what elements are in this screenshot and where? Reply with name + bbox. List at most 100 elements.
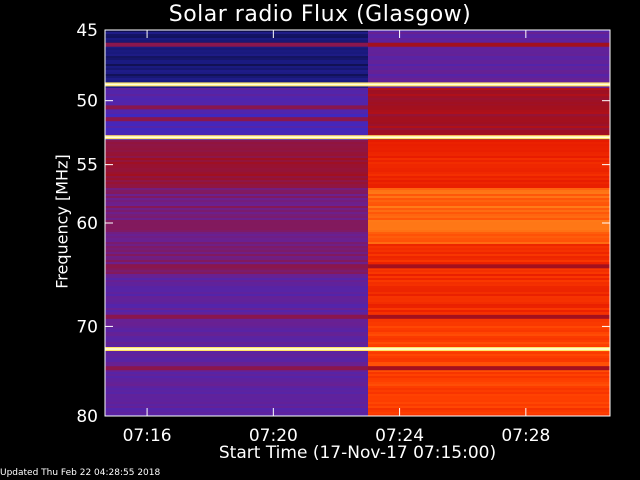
- heatmap-cell: [368, 220, 610, 222]
- heatmap-cell: [105, 294, 368, 296]
- heatmap-cell: [105, 232, 368, 234]
- heatmap-cell: [105, 276, 368, 278]
- dark-frequency-band: [368, 366, 610, 371]
- dark-frequency-band: [105, 264, 368, 269]
- heatmap-cell: [368, 336, 610, 338]
- heatmap-cell: [368, 208, 610, 210]
- heatmap-cell: [368, 228, 610, 230]
- heatmap-cell: [368, 50, 610, 52]
- heatmap-cell: [368, 292, 610, 294]
- heatmap-cell: [368, 262, 610, 264]
- heatmap-cell: [368, 396, 610, 398]
- heatmap-cells: [105, 30, 610, 416]
- heatmap-cell: [105, 170, 368, 172]
- heatmap-cell: [105, 116, 368, 118]
- heatmap-cell: [368, 276, 610, 278]
- heatmap-cell: [368, 122, 610, 124]
- heatmap-cell: [368, 100, 610, 102]
- heatmap-cell: [368, 172, 610, 174]
- heatmap-cell: [368, 148, 610, 150]
- heatmap-cell: [105, 234, 368, 236]
- heatmap-cell: [368, 326, 610, 328]
- heatmap-cell: [368, 278, 610, 280]
- heatmap-cell: [368, 372, 610, 374]
- heatmap-cell: [368, 374, 610, 376]
- heatmap-cell: [105, 400, 368, 402]
- heatmap-cell: [368, 342, 610, 344]
- heatmap-cell: [368, 218, 610, 220]
- heatmap-cell: [105, 132, 368, 134]
- heatmap-cell: [105, 402, 368, 404]
- heatmap-cell: [368, 268, 610, 270]
- heatmap-cell: [368, 358, 610, 360]
- heatmap-cell: [368, 132, 610, 134]
- heatmap-cell: [105, 380, 368, 382]
- heatmap-cell: [368, 214, 610, 216]
- heatmap-cell: [368, 382, 610, 384]
- heatmap-cell: [368, 390, 610, 392]
- heatmap-cell: [105, 240, 368, 242]
- heatmap-cell: [368, 184, 610, 186]
- heatmap-cell: [105, 86, 368, 88]
- heatmap-cell: [368, 40, 610, 42]
- heatmap-cell: [368, 338, 610, 340]
- heatmap-cell: [368, 286, 610, 288]
- heatmap-cell: [368, 304, 610, 306]
- heatmap-cell: [105, 90, 368, 92]
- heatmap-cell: [105, 324, 368, 326]
- heatmap-cell: [105, 302, 368, 304]
- heatmap-cell: [105, 38, 368, 40]
- bright-frequency-line-core: [105, 83, 610, 86]
- heatmap-cell: [368, 400, 610, 402]
- heatmap-cell: [105, 242, 368, 244]
- heatmap-cell: [368, 168, 610, 170]
- heatmap-cell: [105, 332, 368, 334]
- heatmap-cell: [105, 204, 368, 206]
- heatmap-cell: [368, 274, 610, 276]
- heatmap-cell: [105, 180, 368, 182]
- heatmap-cell: [105, 30, 368, 32]
- heatmap-cell: [368, 152, 610, 154]
- heatmap-cell: [105, 64, 368, 66]
- heatmap-cell: [105, 372, 368, 374]
- heatmap-cell: [105, 196, 368, 198]
- heatmap-cell: [105, 406, 368, 408]
- heatmap-cell: [368, 90, 610, 92]
- heatmap-cell: [368, 302, 610, 304]
- heatmap-cell: [105, 318, 368, 320]
- heatmap-cell: [105, 48, 368, 50]
- heatmap-cell: [105, 154, 368, 156]
- heatmap-cell: [368, 202, 610, 204]
- heatmap-cell: [368, 86, 610, 88]
- y-tick-label: 70: [76, 317, 98, 337]
- heatmap-cell: [368, 242, 610, 244]
- heatmap-cell: [105, 104, 368, 106]
- heatmap-cell: [105, 340, 368, 342]
- heatmap-cell: [105, 334, 368, 336]
- chart-title: Solar radio Flux (Glasgow): [168, 2, 472, 27]
- heatmap-cell: [105, 288, 368, 290]
- heatmap-cell: [105, 210, 368, 212]
- heatmap-cell: [368, 388, 610, 390]
- heatmap-cell: [105, 296, 368, 298]
- heatmap-cell: [368, 34, 610, 36]
- heatmap-cell: [368, 80, 610, 82]
- heatmap-cell: [105, 218, 368, 220]
- heatmap-cell: [368, 232, 610, 234]
- heatmap-cell: [105, 66, 368, 68]
- heatmap-cell: [368, 384, 610, 386]
- heatmap-cell: [368, 38, 610, 40]
- heatmap-cell: [105, 94, 368, 96]
- heatmap-cell: [368, 194, 610, 196]
- heatmap-cell: [105, 88, 368, 90]
- heatmap-cell: [368, 260, 610, 262]
- heatmap-cell: [368, 376, 610, 378]
- heatmap-cell: [105, 60, 368, 62]
- heatmap-cell: [105, 312, 368, 314]
- dark-frequency-band: [368, 314, 610, 319]
- x-tick-label: 07:24: [375, 426, 424, 446]
- heatmap-cell: [105, 328, 368, 330]
- heatmap-cell: [105, 356, 368, 358]
- heatmap-cell: [368, 298, 610, 300]
- heatmap-cell: [105, 274, 368, 276]
